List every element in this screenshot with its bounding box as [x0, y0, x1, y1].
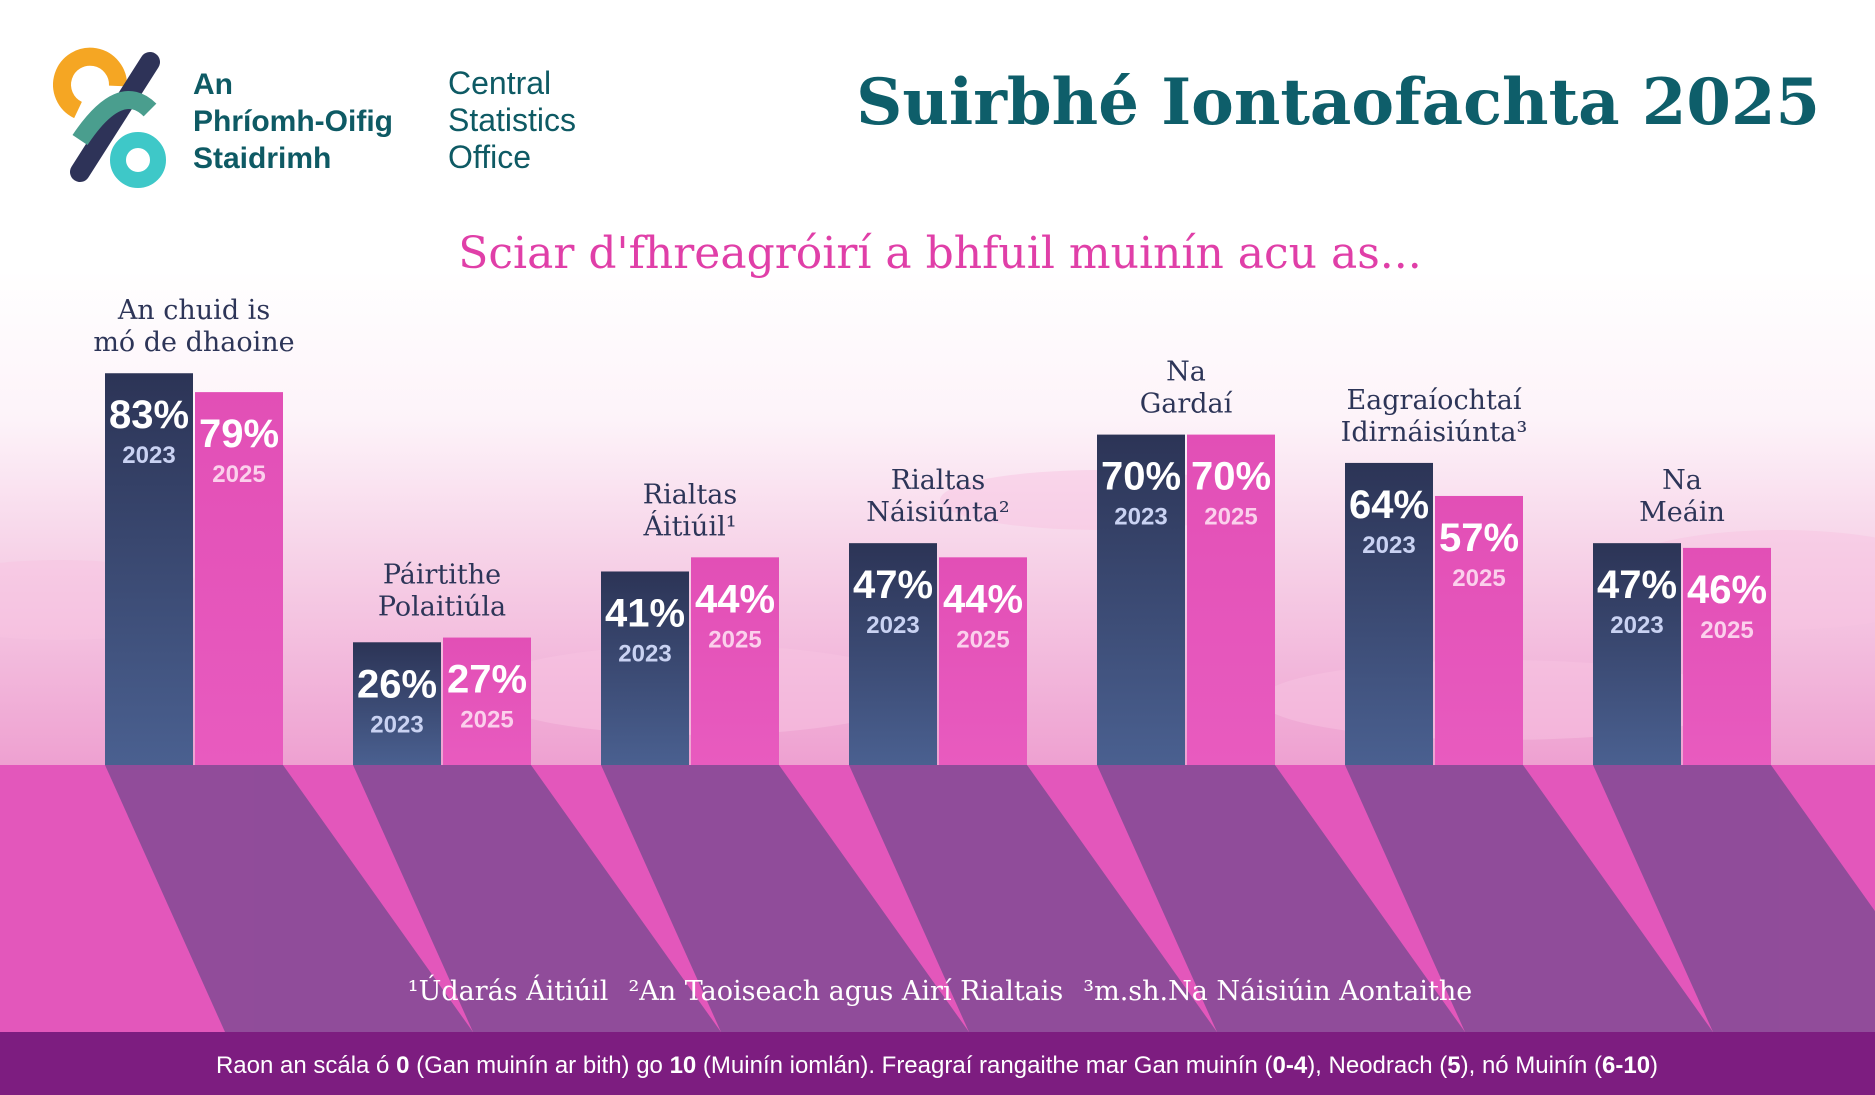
- category-label: mó de dhaoine: [93, 327, 294, 358]
- category-label: Meáin: [1639, 497, 1725, 528]
- footer-band: [0, 1032, 1875, 1095]
- series-label: 2025: [708, 626, 761, 653]
- footnote: ³m.sh.Na Náisiúin Aontaithe: [1083, 976, 1472, 1007]
- value-label: 70%: [1101, 455, 1181, 499]
- bar: [195, 392, 283, 765]
- bar-shadow: [1593, 765, 1875, 1032]
- category-label: Páirtithe: [383, 560, 501, 591]
- logo-irish: An Phríomh-Oifig Staidrimh: [193, 68, 393, 175]
- footer-text: ): [1650, 1052, 1658, 1079]
- value-label: 41%: [605, 591, 685, 635]
- series-label: 2023: [1610, 612, 1663, 639]
- bar: [105, 373, 193, 765]
- footer-text: 0-4: [1273, 1052, 1308, 1079]
- bar-shadow: [1097, 765, 1465, 1032]
- series-label: 2023: [1362, 532, 1415, 559]
- logo: [53, 47, 166, 188]
- footer-text: 10: [670, 1052, 697, 1079]
- series-label: 2023: [1114, 504, 1167, 531]
- series-label: 2025: [212, 461, 265, 488]
- value-label: 79%: [199, 412, 279, 456]
- series-label: 2025: [1700, 617, 1753, 644]
- footer-text: (Gan muinín ar bith) go: [409, 1052, 669, 1079]
- footer-text: ), nó Muinín (: [1461, 1052, 1602, 1079]
- bar: [1593, 543, 1681, 765]
- bar-shadow: [849, 765, 1217, 1032]
- series-label: 2023: [122, 442, 175, 469]
- bar: [849, 543, 937, 765]
- bar: [939, 557, 1027, 765]
- footnote: ¹Údarás Áitiúil: [408, 973, 609, 1007]
- value-label: 44%: [695, 577, 775, 621]
- logo-text: Statistics: [448, 102, 576, 138]
- category-label: Na: [1662, 465, 1702, 496]
- series-label: 2025: [460, 707, 513, 734]
- bar: [1097, 434, 1185, 765]
- category-label: Náisiúnta²: [866, 497, 1009, 528]
- logo-text: Central: [448, 65, 551, 101]
- series-label: 2023: [866, 612, 919, 639]
- value-label: 83%: [109, 393, 189, 437]
- logo-text: An: [193, 68, 233, 101]
- footer-text: Raon an scála ó: [216, 1052, 396, 1079]
- series-label: 2023: [618, 640, 671, 667]
- logo-text: Phríomh-Oifig: [193, 105, 393, 138]
- bar-shadow: [353, 765, 721, 1032]
- logo-text: Office: [448, 139, 531, 175]
- category-label: Áitiúil¹: [642, 509, 736, 542]
- footer-text: (Muinín iomlán). Freagraí rangaithe mar …: [696, 1052, 1272, 1079]
- footer-text: 6-10: [1602, 1052, 1650, 1079]
- bar: [1683, 547, 1771, 765]
- logo-text: Staidrimh: [193, 142, 331, 175]
- value-label: 46%: [1687, 568, 1767, 612]
- value-label: 70%: [1191, 455, 1271, 499]
- bar: [601, 571, 689, 765]
- logo-mark: [70, 52, 160, 182]
- title: Suirbhé Iontaofachta 2025: [856, 65, 1820, 140]
- series-label: 2025: [956, 626, 1009, 653]
- footnote: ²An Taoiseach agus Airí Rialtais: [628, 976, 1063, 1007]
- bar: [443, 637, 531, 765]
- logo-mark: [72, 91, 157, 146]
- footer-text: ), Neodrach (: [1307, 1052, 1447, 1079]
- bar-shadow: [105, 765, 473, 1032]
- value-label: 64%: [1349, 483, 1429, 527]
- bar-shadow: [1345, 765, 1713, 1032]
- category-label: Rialtas: [643, 479, 738, 510]
- bar: [1187, 434, 1275, 765]
- category-label: Rialtas: [891, 465, 986, 496]
- value-label: 44%: [943, 577, 1023, 621]
- logo-mark: [110, 132, 166, 188]
- value-label: 47%: [853, 563, 933, 607]
- value-label: 27%: [447, 658, 527, 702]
- series-label: 2023: [370, 711, 423, 738]
- subtitle: Sciar d'fhreagróirí a bhfuil muinín acu …: [458, 228, 1421, 279]
- shadows: [105, 765, 1875, 1032]
- logo-english: Central Statistics Office: [448, 65, 576, 175]
- logo-mark: [53, 47, 128, 119]
- bar: [691, 557, 779, 765]
- footer-note: Raon an scála ó 0 (Gan muinín ar bith) g…: [216, 1052, 1658, 1079]
- category-label: Eagraíochtaí: [1346, 385, 1521, 416]
- bar: [353, 642, 441, 765]
- footer-text: 5: [1447, 1052, 1460, 1079]
- category-label: Gardaí: [1140, 389, 1233, 420]
- category-label: Na: [1166, 357, 1206, 388]
- footer-text: 0: [396, 1052, 409, 1079]
- value-label: 47%: [1597, 563, 1677, 607]
- series-label: 2025: [1452, 565, 1505, 592]
- bar: [1435, 495, 1523, 765]
- category-label: Polaitiúla: [378, 592, 506, 623]
- bar-shadow: [601, 765, 969, 1032]
- value-label: 57%: [1439, 516, 1519, 560]
- series-label: 2025: [1204, 504, 1257, 531]
- footnotes: ¹Údarás Áitiúil ²An Taoiseach agus Airí R…: [408, 973, 1472, 1007]
- value-label: 26%: [357, 662, 437, 706]
- bar: [1345, 462, 1433, 765]
- category-label: Idirnáisiúnta³: [1341, 417, 1528, 448]
- category-label: An chuid is: [117, 295, 270, 326]
